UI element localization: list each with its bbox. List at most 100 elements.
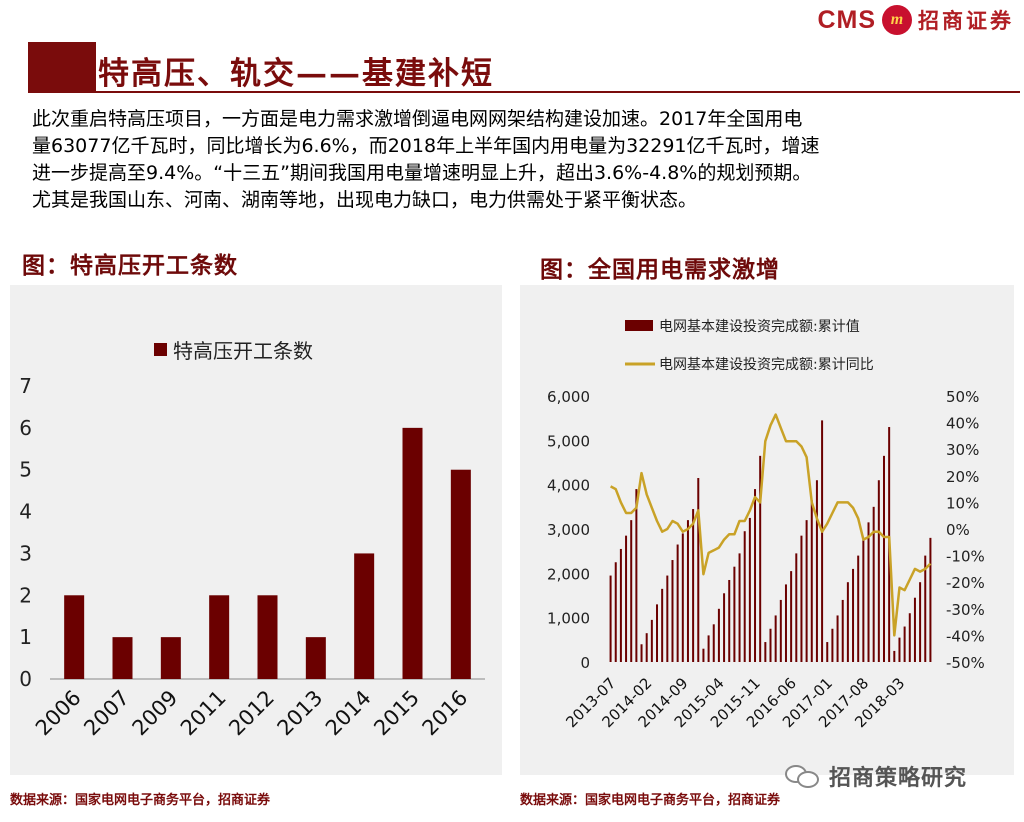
bar xyxy=(831,628,834,662)
bar xyxy=(929,537,932,662)
bar xyxy=(774,615,777,662)
bar xyxy=(754,489,757,662)
bar xyxy=(908,613,911,662)
description: 此次重启特高压项目，一方面是电力需求激增倒逼电网网架结构建设加速。2017年全国… xyxy=(32,106,1007,214)
bar xyxy=(872,506,875,662)
title-divider xyxy=(28,91,1020,93)
bar xyxy=(759,455,762,662)
bar xyxy=(800,535,803,662)
legend-label-bars: 电网基本建设投资完成额:累计值 xyxy=(659,318,860,335)
bar xyxy=(717,608,720,662)
right-figure-title: 图：全国用电需求激增 xyxy=(540,257,780,283)
bar xyxy=(867,522,870,662)
bar xyxy=(852,568,855,662)
bar xyxy=(821,420,824,662)
y-right-tick-label: 20% xyxy=(946,468,979,486)
bar xyxy=(913,597,916,662)
logo-badge-icon: m xyxy=(882,5,912,35)
page-title: 特高压、轨交——基建补短 xyxy=(98,56,494,92)
bar xyxy=(354,553,375,679)
title-accent-block xyxy=(28,42,96,92)
bar xyxy=(779,599,782,662)
y-left-tick-label: 1,000 xyxy=(547,610,590,628)
y-left-tick-label: 3,000 xyxy=(547,521,590,539)
bar xyxy=(810,500,813,662)
bar xyxy=(64,595,85,679)
y-left-tick-label: 0 xyxy=(580,654,590,672)
bar xyxy=(650,619,653,662)
bar xyxy=(795,553,798,662)
bar xyxy=(209,595,230,679)
bar xyxy=(619,548,622,662)
y-tick-label: 7 xyxy=(19,374,32,398)
description-line: 此次重启特高压项目，一方面是电力需求激增倒逼电网网架结构建设加速。2017年全国… xyxy=(32,108,803,130)
bar xyxy=(686,520,689,662)
bar xyxy=(640,644,643,662)
bar xyxy=(635,489,638,662)
bar xyxy=(257,595,278,679)
y-left-tick-label: 5,000 xyxy=(547,432,590,450)
bar xyxy=(728,579,731,662)
left-figure-title: 图：特高压开工条数 xyxy=(22,253,238,279)
bar xyxy=(857,555,860,662)
right-chart-panel: 电网基本建设投资完成额:累计值 电网基本建设投资完成额:累计同比 0 1,000 2,0… xyxy=(520,285,1014,775)
bar xyxy=(877,480,880,662)
left-source-note: 数据来源：国家电网电子商务平台，招商证券 xyxy=(10,793,271,808)
logo-chinese: 招商证券 xyxy=(918,9,1014,33)
bar xyxy=(815,480,818,662)
bar xyxy=(846,582,849,662)
left-bar-chart: 特高压开工条数012345672006200720092011201220132… xyxy=(19,339,485,741)
x-tick-label: 2016 xyxy=(418,686,473,741)
brand-logo: CMS m 招商证券 xyxy=(817,2,1014,38)
bar xyxy=(841,599,844,662)
x-tick-label: 2012 xyxy=(224,686,279,741)
y-right-tick-label: -20% xyxy=(946,574,985,592)
legend-label: 特高压开工条数 xyxy=(173,339,313,363)
bar xyxy=(784,584,787,662)
bar xyxy=(112,637,133,679)
description-line: 尤其是我国山东、河南、湖南等地，出现电力缺口，电力供需处于紧平衡状态。 xyxy=(32,189,698,211)
right-source-note: 数据来源：国家电网电子商务平台，招商证券 xyxy=(520,793,781,808)
bar xyxy=(666,575,669,662)
bar xyxy=(630,520,633,662)
bar xyxy=(738,553,741,662)
bar xyxy=(712,624,715,662)
y-right-tick-label: -50% xyxy=(946,654,985,672)
x-tick-label: 2013 xyxy=(273,686,328,741)
bar xyxy=(645,633,648,662)
bar xyxy=(898,637,901,662)
bar xyxy=(707,635,710,662)
x-tick-label: 2006 xyxy=(31,686,86,741)
logo-latin: CMS xyxy=(817,5,876,34)
y-right-tick-label: 50% xyxy=(946,388,979,406)
bar xyxy=(743,531,746,662)
bar xyxy=(402,427,423,679)
bar xyxy=(893,650,896,662)
wechat-watermark: 招商策略研究 xyxy=(785,760,967,792)
bar xyxy=(661,588,664,662)
bar xyxy=(681,533,684,662)
description-line: 进一步提高至9.4%。“十三五”期间我国用电量增速明显上升，超出3.6%-4.8… xyxy=(32,162,812,184)
bar xyxy=(924,555,927,662)
x-tick-label: 2009 xyxy=(128,686,183,741)
bar xyxy=(748,517,751,662)
legend-swatch-bars xyxy=(625,320,653,331)
bar xyxy=(769,628,772,662)
bar xyxy=(702,648,705,662)
bar xyxy=(160,637,181,679)
legend-label-line: 电网基本建设投资完成额:累计同比 xyxy=(659,356,874,373)
bar xyxy=(723,593,726,662)
watermark-text: 招商策略研究 xyxy=(829,766,968,791)
bar xyxy=(614,562,617,662)
y-tick-label: 1 xyxy=(19,625,32,649)
y-tick-label: 2 xyxy=(19,583,32,607)
bar xyxy=(671,560,674,662)
y-left-tick-label: 2,000 xyxy=(547,565,590,583)
description-line: 量63077亿千瓦时，同比增长为6.6%，而2018年上半年国内用电量为3229… xyxy=(32,135,820,157)
wechat-icon xyxy=(785,763,821,789)
bar xyxy=(805,520,808,662)
x-tick-label: 2007 xyxy=(79,686,134,741)
y-right-tick-label: -30% xyxy=(946,601,985,619)
y-left-tick-label: 4,000 xyxy=(547,477,590,495)
